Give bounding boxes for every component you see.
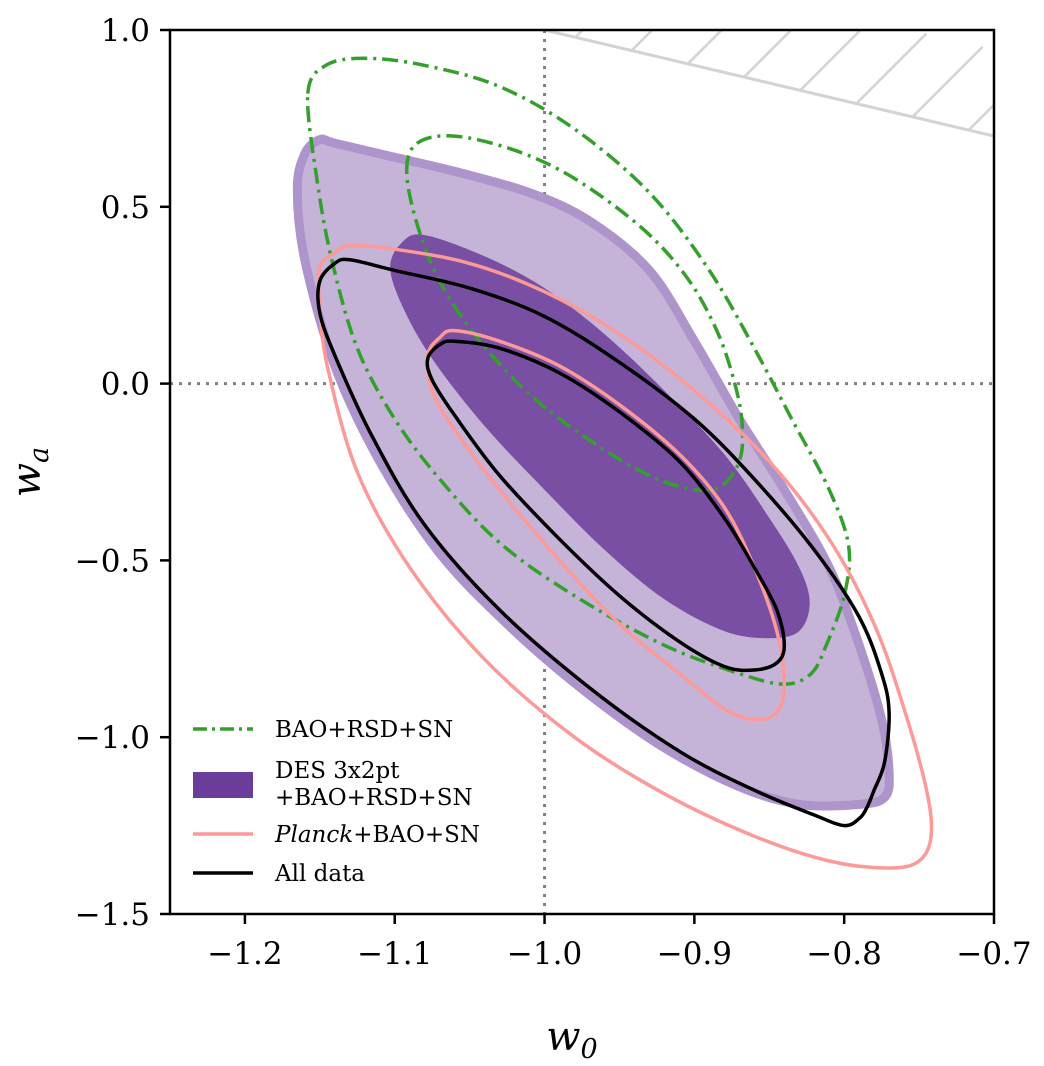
y-axis-label: wa: [4, 447, 55, 497]
y-tick-label: −0.5: [75, 543, 150, 579]
hatch-line: [799, 30, 863, 92]
plot-area: [170, 30, 994, 914]
legend-label-planck: Planck+BAO+SN: [274, 822, 480, 848]
x-tick-label: −0.7: [956, 936, 1031, 972]
contour-95-all-data: [316, 257, 891, 828]
x-tick-label: −1.2: [207, 936, 282, 972]
hatch-line: [686, 30, 724, 65]
series-planck-bao-sn: [316, 243, 934, 870]
contour-68-bao-rsd-sn: [404, 134, 745, 493]
y-tick-label: −1.5: [75, 897, 150, 933]
y-tick-label: 0.0: [101, 367, 150, 403]
hatch-line: [911, 45, 984, 118]
x-axis-label: w0: [546, 1014, 597, 1065]
y-tick-label: −1.0: [75, 720, 150, 756]
legend: BAO+RSD+SN DES 3x2pt +BAO+RSD+SN Planck+…: [193, 717, 480, 887]
contour-68-des-3x2pt-bao-rsd-sn: [390, 234, 810, 639]
x-tick-label: −1.0: [507, 936, 582, 972]
x-tick-label: −0.9: [657, 936, 732, 972]
legend-label-des-line1: DES 3x2pt: [275, 758, 400, 784]
hatch-line: [855, 32, 928, 105]
series-all-data: [316, 257, 891, 828]
series-bao-rsd-sn: [305, 56, 852, 686]
contour-68-all-data: [425, 339, 787, 673]
legend-label-bao-rsd-sn: BAO+RSD+SN: [275, 717, 453, 743]
hatch-line: [743, 30, 793, 78]
hatch-line: [630, 30, 654, 52]
y-tick-label: 0.5: [101, 190, 150, 226]
legend-label-all-data: All data: [274, 861, 365, 887]
plot-frame: [168, 28, 996, 916]
legend-label-des-line2: +BAO+RSD+SN: [275, 785, 473, 811]
hatch-line: [574, 30, 585, 39]
contour-68-planck-bao-sn: [425, 328, 787, 722]
y-tick-label: 1.0: [101, 13, 150, 49]
contour-95-bao-rsd-sn: [305, 56, 852, 686]
axis-ticks: −1.2 −1.1 −1.0 −0.9 −0.8 −0.7 1.0 0.5 0.0 −0.5 −1.…: [75, 13, 1032, 972]
x-tick-label: −1.1: [357, 936, 432, 972]
series-des-3x2pt-bao-rsd-sn: [292, 134, 894, 811]
excluded-region-boundary: [544, 30, 994, 138]
legend-handle-des: [193, 772, 253, 798]
x-tick-label: −0.8: [807, 936, 882, 972]
hatch-line: [967, 103, 994, 131]
contour-95-planck-bao-sn: [316, 243, 934, 870]
